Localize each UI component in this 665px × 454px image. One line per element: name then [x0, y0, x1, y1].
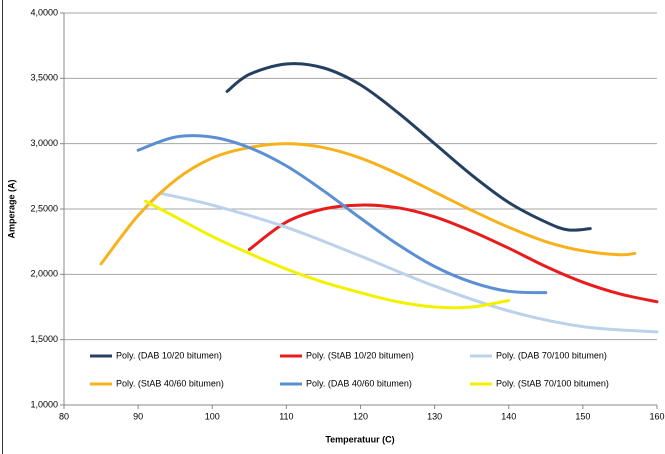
x-tick-label: 140	[501, 411, 516, 421]
x-tick-label: 80	[59, 411, 69, 421]
series-line	[247, 203, 659, 304]
x-tick-label: 150	[575, 411, 590, 421]
series-line	[144, 199, 511, 310]
legend-label: Poly. (DAB 40/60 bitumen)	[306, 378, 412, 388]
series-line	[225, 62, 592, 232]
legend-label: Poly. (DAB 70/100 bitumen)	[496, 350, 607, 360]
y-tick-label: 2,5000	[30, 203, 58, 213]
x-axis-label: Temperatuur (C)	[325, 434, 394, 444]
series-line	[158, 191, 659, 334]
series-line	[136, 134, 548, 295]
legend-label: Poly. (StAB 70/100 bitumen)	[496, 378, 609, 388]
x-tick-label: 100	[205, 411, 220, 421]
y-tick-label: 3,5000	[30, 73, 58, 83]
y-tick-label: 4,0000	[30, 7, 58, 17]
y-tick-label: 1,5000	[30, 334, 58, 344]
series-line	[99, 142, 637, 266]
y-tick-label: 1,0000	[30, 399, 58, 409]
legend-label: Poly. (StAB 10/20 bitumen)	[306, 350, 414, 360]
x-tick-label: 130	[427, 411, 442, 421]
legend-label: Poly. (DAB 10/20 bitumen)	[116, 350, 222, 360]
x-tick-label: 90	[133, 411, 143, 421]
y-axis-label: Amperage (A)	[6, 179, 16, 238]
y-tick-label: 2,0000	[30, 269, 58, 279]
x-tick-label: 160	[649, 411, 664, 421]
x-tick-label: 110	[279, 411, 293, 421]
x-tick-label: 120	[353, 411, 368, 421]
y-tick-label: 3,0000	[30, 138, 58, 148]
legend-label: Poly. (StAB 40/60 bitumen)	[116, 378, 224, 388]
